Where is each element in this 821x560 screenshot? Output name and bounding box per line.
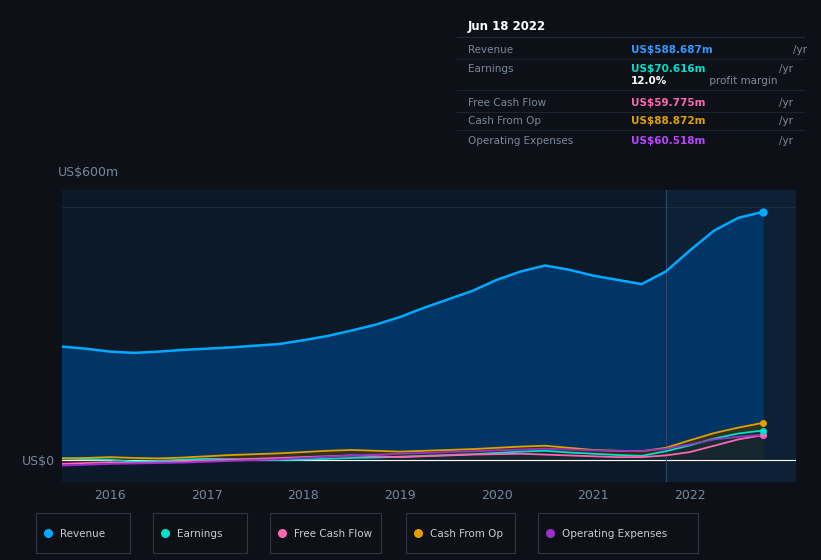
- Bar: [666, 190, 796, 482]
- Text: Operating Expenses: Operating Expenses: [562, 529, 667, 539]
- Text: US$600m: US$600m: [58, 166, 119, 179]
- FancyBboxPatch shape: [36, 514, 130, 553]
- Text: Cash From Op: Cash From Op: [430, 529, 503, 539]
- Text: Jun 18 2022: Jun 18 2022: [468, 20, 546, 33]
- Text: /yr: /yr: [778, 136, 792, 146]
- Text: Cash From Op: Cash From Op: [468, 116, 541, 126]
- Text: /yr: /yr: [778, 97, 792, 108]
- Text: 12.0%: 12.0%: [631, 76, 667, 86]
- Text: US$60.518m: US$60.518m: [631, 136, 705, 146]
- Text: US$59.775m: US$59.775m: [631, 97, 705, 108]
- Text: US$588.687m: US$588.687m: [631, 45, 713, 55]
- FancyBboxPatch shape: [153, 514, 246, 553]
- Text: Earnings: Earnings: [468, 64, 513, 74]
- Text: /yr: /yr: [778, 64, 792, 74]
- Text: /yr: /yr: [793, 45, 807, 55]
- Text: Free Cash Flow: Free Cash Flow: [468, 97, 546, 108]
- Text: profit margin: profit margin: [705, 76, 777, 86]
- FancyBboxPatch shape: [270, 514, 381, 553]
- Text: Free Cash Flow: Free Cash Flow: [294, 529, 372, 539]
- Text: Operating Expenses: Operating Expenses: [468, 136, 573, 146]
- FancyBboxPatch shape: [406, 514, 515, 553]
- Text: US$70.616m: US$70.616m: [631, 64, 705, 74]
- Text: Earnings: Earnings: [177, 529, 222, 539]
- FancyBboxPatch shape: [538, 514, 699, 553]
- Text: US$88.872m: US$88.872m: [631, 116, 705, 126]
- Text: Revenue: Revenue: [60, 529, 105, 539]
- Text: /yr: /yr: [778, 116, 792, 126]
- Text: Revenue: Revenue: [468, 45, 513, 55]
